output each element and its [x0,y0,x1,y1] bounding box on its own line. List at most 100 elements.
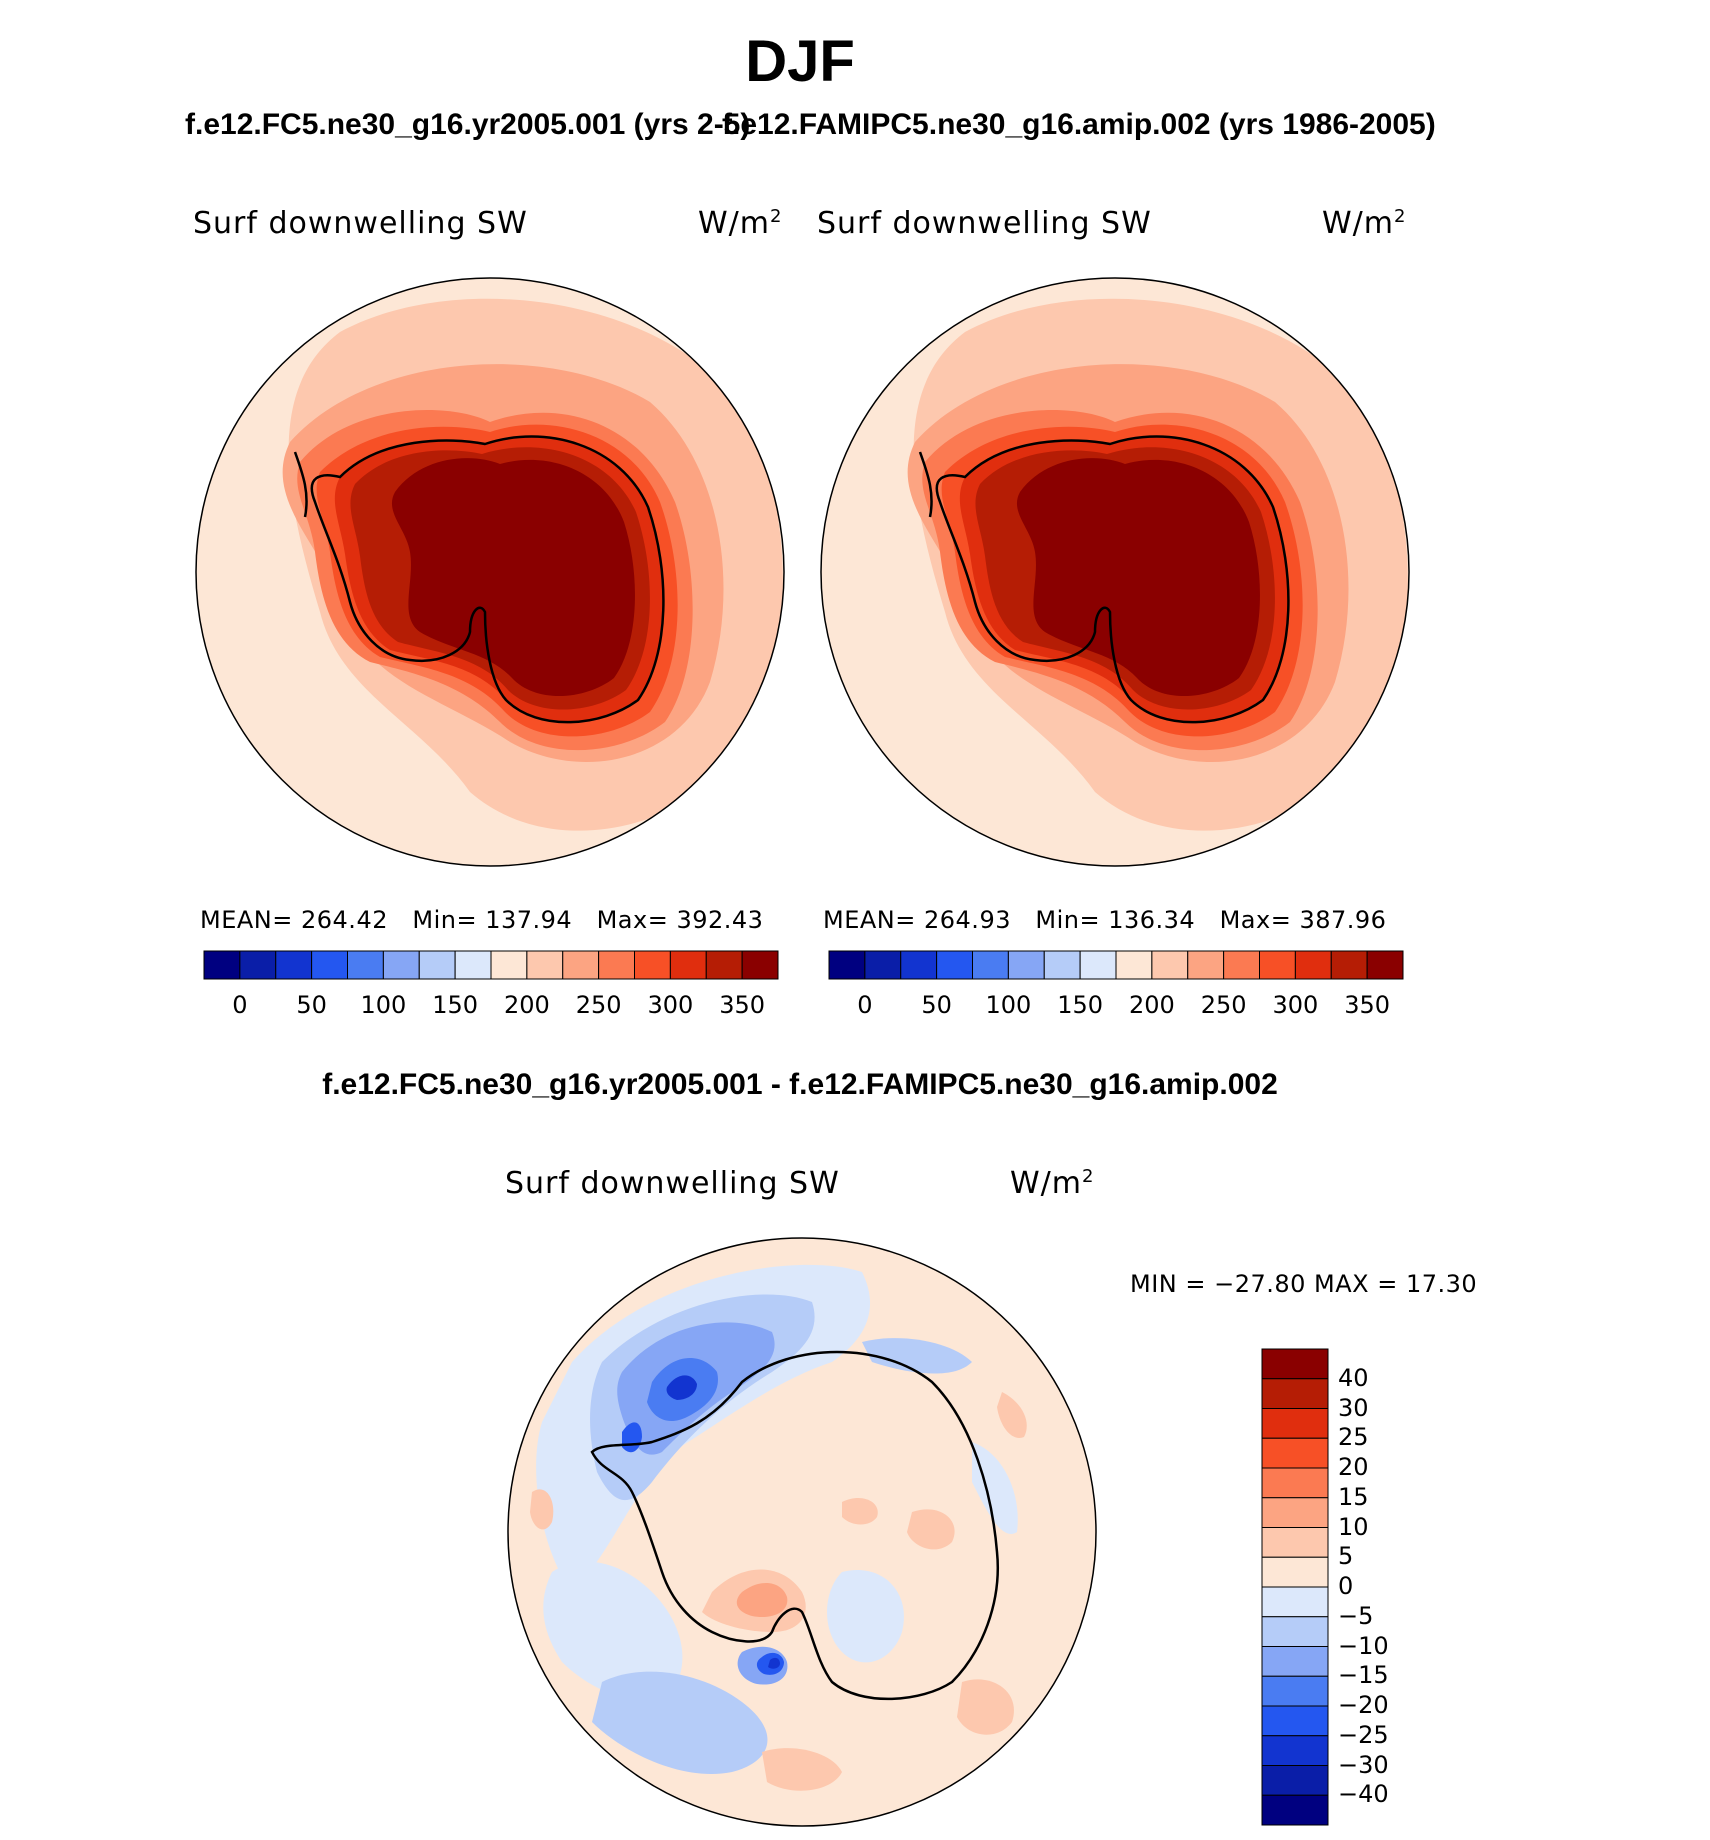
panel-b-colorbar-tick-label: 150 [1057,991,1104,1019]
panel-diff-colorbar-cell [1261,1705,1329,1737]
panel-a-colorbar-cell [634,950,671,980]
panel-b-variable-label: Surf downwelling SW [817,206,1152,241]
panel-diff-colorbar-tick-label: −20 [1338,1691,1389,1719]
panel-b-colorbar-cell [1187,950,1225,980]
panel-diff-colorbar-tick-label: −40 [1338,1780,1389,1809]
panel-b-colorbar-cell [1151,950,1189,980]
panel-b-stats: MEAN= 264.93 Min= 136.34 Max= 387.96 [823,906,1386,934]
panel-b-units-exponent: 2 [1394,206,1407,227]
panel-a-map-border [195,277,785,867]
panel-b-colorbar-tick-label: 250 [1200,991,1247,1019]
panel-diff-colorbar-tick-label: 0 [1338,1572,1354,1600]
panel-diff-colorbar-tick-label: 40 [1338,1363,1369,1392]
panel-a-colorbar-cell [382,950,420,980]
panel-a-colorbar-tick-label: 300 [647,991,694,1019]
case-a-title: f.e12.FC5.ne30_g16.yr2005.001 (yrs 2-5) [185,108,751,141]
panel-a-colorbar-cell [454,950,492,980]
difference-title: f.e12.FC5.ne30_g16.yr2005.001 - f.e12.FA… [322,1068,1278,1101]
panel-b-colorbar-cell [1259,950,1296,980]
panel-a-colorbar-tick-label: 350 [719,991,766,1019]
panel-diff-colorbar-tick-label: 15 [1338,1482,1369,1511]
panel-b-colorbar-cell [900,950,938,980]
panel-diff-colorbar-tick-label: −15 [1338,1661,1389,1690]
panel-b-colorbar-cell [1079,950,1117,980]
panel-diff-colorbar-cell [1261,1348,1329,1380]
panel-diff-colorbar-cell [1261,1378,1329,1409]
panel-b-colorbar-tick-label: 300 [1272,991,1319,1019]
figure-title: DJF [745,29,855,94]
panel-a-map [195,277,785,867]
panel-b-min: 136.34 [1108,906,1196,934]
panel-diff-colorbar-cell [1261,1735,1329,1766]
panel-diff-map [507,1237,1097,1827]
panel-a-colorbar-cell [275,950,313,980]
panel-b-colorbar-tick-label: 100 [985,991,1032,1019]
panel-diff-colorbar-cell [1261,1586,1329,1618]
panel-b-colorbar-cell [972,950,1009,980]
panel-a-colorbar-cell [741,950,779,980]
panel-a-units-exponent: 2 [770,206,783,227]
panel-diff-colorbar-tick-label: −30 [1338,1750,1389,1779]
panel-b-units: W/m [1322,206,1394,241]
panel-a-colorbar-tick-label: 150 [432,991,479,1019]
panel-diff-units-label: W/m2 [1010,1166,1094,1201]
panel-a-colorbar-cell [239,950,277,980]
panel-a-colorbar-cell [490,950,528,980]
panel-b-colorbar-tick-label: 200 [1128,991,1175,1019]
panel-b-colorbar-cell [1043,950,1081,980]
panel-diff-colorbar-tick-label: −5 [1338,1601,1374,1630]
case-b-title: f.e12.FAMIPC5.ne30_g16.amip.002 (yrs 198… [722,108,1436,141]
panel-b-colorbar-tick-label: 0 [857,991,873,1019]
panel-b-colorbar-tick-label: 350 [1344,991,1391,1019]
panel-diff-colorbar-cell [1261,1467,1329,1499]
panel-b-colorbar-cell [1223,950,1260,980]
panel-a-max: 392.43 [676,906,764,934]
panel-a-colorbar-cell [311,950,348,980]
panel-b-colorbar-cell [936,950,973,980]
panel-diff-colorbar-tick-label: 25 [1338,1423,1369,1452]
panel-diff-colorbar-cell [1261,1794,1329,1826]
panel-b-colorbar-cell [1007,950,1045,980]
panel-a-colorbar-cell [418,950,456,980]
panel-a-stats: MEAN= 264.42 Min= 137.94 Max= 392.43 [200,906,763,934]
panel-b-mean-label: MEAN= [823,906,916,934]
panel-b-mean: 264.93 [924,906,1011,934]
panel-a-colorbar-cell [598,950,635,980]
panel-a-colorbar-tick-label: 250 [575,991,622,1019]
panel-diff-colorbar-cell [1261,1527,1329,1558]
panel-diff-colorbar-cell [1261,1616,1329,1647]
panel-diff-variable-label: Surf downwelling SW [505,1166,840,1201]
panel-b-colorbar-cell [864,950,902,980]
panel-diff-colorbar-cell [1261,1675,1329,1707]
panel-b-colorbar-tick-label: 50 [921,991,952,1019]
panel-diff-colorbar-cell [1261,1646,1329,1677]
panel-diff-minmax: MIN = −27.80 MAX = 17.30 [1130,1270,1478,1298]
panel-diff-colorbar-tick-label: −10 [1338,1631,1389,1660]
panel-a-mean-label: MEAN= [200,906,293,934]
panel-a-colorbar-tick-label: 50 [296,991,327,1019]
panel-b-colorbar-cell [1330,950,1368,980]
panel-a-colorbar-cell [669,950,707,980]
panel-b-map [820,277,1410,867]
panel-a-colorbar-tick-label: 200 [503,991,550,1019]
panel-a-colorbar-cell [347,950,384,980]
panel-diff-colorbar-tick-label: 10 [1338,1512,1369,1541]
panel-b-colorbar [828,950,1404,980]
panel-a-max-label: Max= [596,906,669,934]
panel-a-colorbar-cell [526,950,564,980]
panel-diff-colorbar [1261,1348,1329,1826]
panel-b-map-border [820,277,1410,867]
panel-diff-colorbar-tick-label: 5 [1338,1542,1354,1571]
panel-a-units-label: W/m2 [698,206,782,241]
panel-diff-colorbar-cell [1261,1408,1329,1439]
panel-a-variable-label: Surf downwelling SW [193,206,528,241]
panel-diff-map-border [507,1237,1097,1827]
panel-a-colorbar-cell [562,950,600,980]
panel-b-colorbar-cell [1366,950,1404,980]
panel-diff-colorbar-tick-label: 20 [1338,1453,1369,1481]
panel-a-colorbar-tick-label: 100 [360,991,407,1019]
panel-a-colorbar-cell [705,950,743,980]
panel-diff-colorbar-tick-label: −25 [1338,1720,1389,1749]
panel-b-colorbar-cell [828,950,866,980]
